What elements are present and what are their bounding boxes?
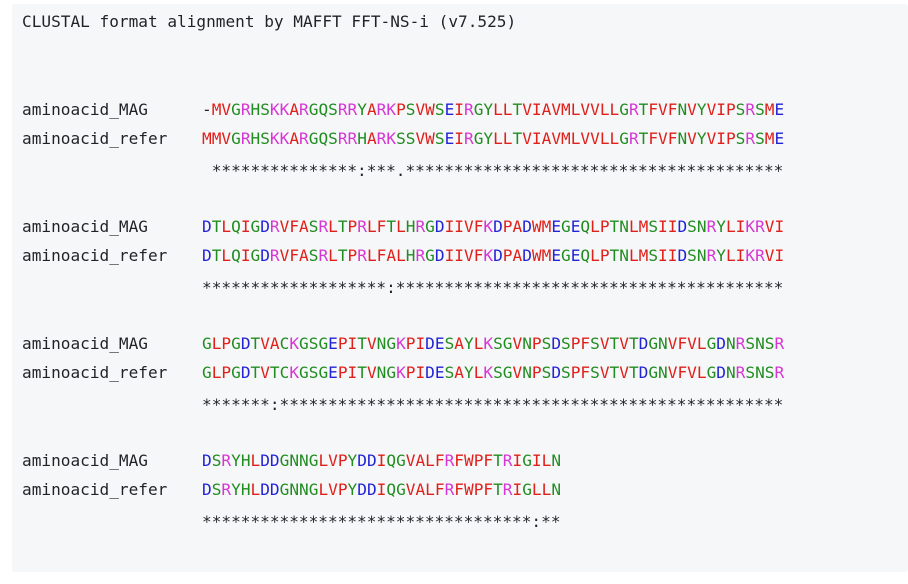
sequence-residues: GLPGDTVTCKGSGEPITVNGKPIDESAYLKSGVNPSDSPF… [202, 363, 785, 382]
alignment-row: aminoacid_MAG -MVGRHSKKARGQSRRYARKPSVWSEI… [22, 100, 784, 120]
sequence-residues: DSRYHLDDGNNGLVPYDDIQGVALFRFWPFTRIGLLN [202, 480, 562, 499]
alignment-row: aminoacid_MAG DSRYHLDDGNNGLVPYDDIQGVALFRF… [22, 451, 561, 471]
sequence-residues: GLPGDTVACKGSGEPITVNGKPIDESAYLKSGVNPSDSPF… [202, 334, 785, 353]
alignment-row: aminoacid_MAG DTLQIGDRVFASRLTPRLFTLHRGDII… [22, 217, 784, 237]
sequence-name: aminoacid_refer [22, 363, 168, 382]
sequence-name: aminoacid_MAG [22, 217, 148, 236]
sequence-name: aminoacid_refer [22, 480, 168, 499]
sequence-residues: DTLQIGDRVFASRLTPRLFALHRGDIIVFKDPADWMEGEQ… [202, 246, 785, 265]
sequence-name: aminoacid_MAG [22, 334, 148, 353]
consensus-line: **********************************:** [202, 512, 561, 531]
alignment-row: aminoacid_refer GLPGDTVTCKGSGEPITVNGKPIDE… [22, 363, 784, 383]
consensus-line: *******************:********************… [202, 278, 784, 297]
alignment-panel: CLUSTAL format alignment by MAFFT FFT-NS… [12, 4, 908, 572]
consensus-line: ***************:***.********************… [202, 161, 784, 180]
sequence-residues: -MVGRHSKKARGQSRRYARKPSVWSEIRGYLLTVIAVMLV… [202, 100, 785, 119]
sequence-name: aminoacid_refer [22, 129, 168, 148]
sequence-name: aminoacid_refer [22, 246, 168, 265]
sequence-name: aminoacid_MAG [22, 451, 148, 470]
sequence-residues: DTLQIGDRVFASRLTPRLFTLHRGDIIVFKDPADWMEGEQ… [202, 217, 785, 236]
alignment-row: aminoacid_refer MMVGRHSKKARGQSRRHARKSSVWS… [22, 129, 784, 149]
alignment-row: aminoacid_refer DSRYHLDDGNNGLVPYDDIQGVALF… [22, 480, 561, 500]
alignment-row: aminoacid_refer DTLQIGDRVFASRLTPRLFALHRGD… [22, 246, 784, 266]
sequence-residues: MMVGRHSKKARGQSRRHARKSSVWSEIRGYLLTVIAVMLV… [202, 129, 785, 148]
alignment-header: CLUSTAL format alignment by MAFFT FFT-NS… [22, 12, 517, 31]
consensus-line: *******:********************************… [202, 395, 784, 414]
alignment-row: aminoacid_MAG GLPGDTVACKGSGEPITVNGKPIDESA… [22, 334, 784, 354]
sequence-name: aminoacid_MAG [22, 100, 148, 119]
sequence-residues: DSRYHLDDGNNGLVPYDDIQGVALFRFWPFTRIGILN [202, 451, 562, 470]
